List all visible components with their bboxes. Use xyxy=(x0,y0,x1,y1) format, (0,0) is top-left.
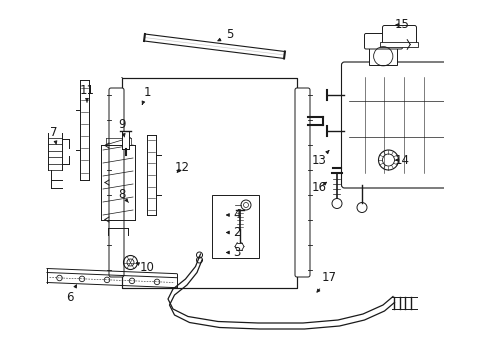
Text: 5: 5 xyxy=(218,28,233,41)
Bar xyxy=(122,77,296,288)
Text: 4: 4 xyxy=(226,208,240,221)
Bar xyxy=(369,48,396,65)
Bar xyxy=(122,77,296,288)
Text: 7: 7 xyxy=(50,126,57,144)
Text: 15: 15 xyxy=(394,18,408,31)
Text: 1: 1 xyxy=(142,86,150,104)
Text: 14: 14 xyxy=(394,153,408,166)
Text: 17: 17 xyxy=(316,271,336,292)
Text: 11: 11 xyxy=(80,84,94,102)
Bar xyxy=(380,41,418,46)
FancyBboxPatch shape xyxy=(364,33,402,49)
Text: 3: 3 xyxy=(226,246,240,259)
Bar xyxy=(212,195,259,257)
Text: 6: 6 xyxy=(65,285,76,304)
Text: 10: 10 xyxy=(136,261,154,274)
Text: 13: 13 xyxy=(311,150,328,166)
Text: 16: 16 xyxy=(311,181,326,194)
FancyBboxPatch shape xyxy=(341,62,462,188)
FancyBboxPatch shape xyxy=(109,88,124,277)
Text: 8: 8 xyxy=(118,189,128,202)
FancyBboxPatch shape xyxy=(294,88,309,277)
Bar xyxy=(122,131,129,149)
Text: 12: 12 xyxy=(174,161,189,174)
FancyBboxPatch shape xyxy=(382,26,416,45)
Text: 9: 9 xyxy=(118,118,125,137)
Text: 2: 2 xyxy=(226,226,240,239)
